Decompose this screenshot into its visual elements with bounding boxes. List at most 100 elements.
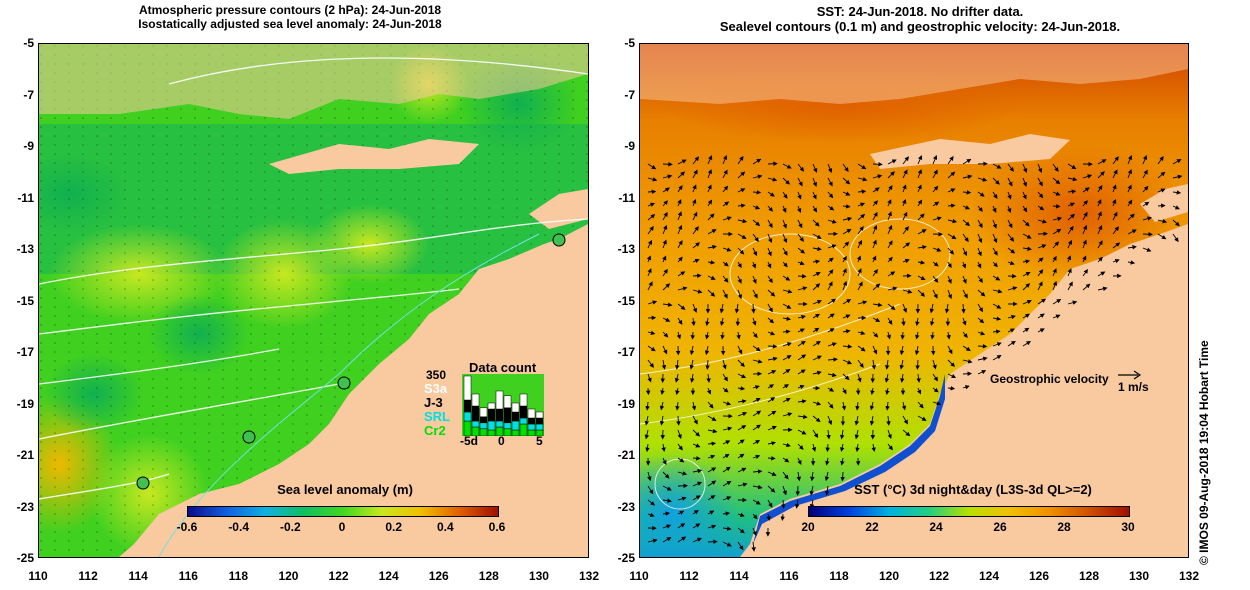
velocity-arrow [707, 155, 713, 165]
velocity-arrow [902, 303, 907, 313]
data-count-bar-segment [495, 390, 504, 410]
velocity-arrow [752, 359, 763, 364]
velocity-arrow [887, 429, 892, 440]
velocity-arrow [752, 385, 760, 390]
velocity-arrow [1097, 286, 1108, 291]
velocity-arrow [947, 171, 956, 179]
sea-level-anomaly-map[interactable]: Data count 350 S3a J-3 SRL Cr2 -5d 0 5 Sea le… [38, 43, 589, 558]
velocity-arrow [1067, 281, 1073, 291]
velocity-arrow [737, 467, 747, 473]
velocity-arrow [812, 401, 822, 406]
velocity-arrow [1007, 286, 1018, 291]
velocity-arrow [722, 480, 732, 487]
velocity-arrow [902, 169, 908, 179]
velocity-arrow [917, 229, 927, 235]
velocity-arrow [707, 510, 715, 515]
velocity-arrow [857, 300, 868, 305]
sla-colorbar: Sea level anomaly (m) -0.6 -0.4 -0.2 0 0.2 0.… [177, 482, 506, 542]
velocity-arrow [647, 499, 655, 506]
velocity-arrow [737, 203, 746, 208]
velocity-arrow [902, 184, 907, 193]
velocity-legend-arrow-icon [1118, 370, 1142, 380]
velocity-arrow [662, 498, 672, 503]
velocity-arrow [932, 359, 937, 370]
data-count-bar-segment [511, 420, 520, 431]
velocity-arrow [707, 229, 717, 235]
velocity-arrow [992, 342, 1002, 347]
data-count-bar-segment [527, 408, 536, 419]
velocity-arrow [722, 201, 730, 207]
velocity-arrow [737, 541, 744, 551]
velocity-arrow [691, 317, 696, 327]
velocity-arrow [752, 158, 762, 165]
velocity-arrow [662, 162, 673, 167]
velocity-arrow [886, 415, 891, 426]
velocity-arrow [944, 303, 950, 314]
velocity-arrow [842, 204, 851, 209]
velocity-arrow [1022, 299, 1032, 305]
velocity-arrow [782, 485, 787, 496]
sst-map[interactable]: Geostrophic velocity 1 m/s SST (°C) 3d n… [639, 43, 1189, 558]
velocity-arrow [947, 386, 956, 391]
velocity-arrow [692, 156, 700, 165]
velocity-arrow [827, 219, 837, 224]
colorbar-tick-label: 0 [338, 520, 346, 534]
colorbar-tick-label: 26 [993, 520, 1007, 534]
velocity-arrow [1082, 211, 1088, 221]
velocity-arrow [1082, 283, 1091, 291]
velocity-arrow [1066, 255, 1072, 263]
velocity-arrow [917, 260, 926, 265]
velocity-arrow [962, 371, 972, 376]
velocity-legend-label: Geostrophic velocity [990, 372, 1109, 386]
velocity-arrow [707, 524, 717, 529]
data-count-bar-segment [471, 420, 480, 428]
velocity-arrow [915, 359, 920, 370]
velocity-arrow [902, 415, 908, 425]
velocity-arrow [899, 359, 904, 370]
velocity-arrow [887, 185, 893, 193]
velocity-arrow [752, 397, 761, 403]
velocity-arrow [1037, 269, 1044, 277]
velocity-arrow [782, 442, 791, 448]
velocity-arrow [827, 177, 833, 187]
velocity-arrow [961, 303, 966, 314]
velocity-arrow [796, 471, 802, 482]
velocity-arrow [662, 345, 668, 355]
velocity-arrow [812, 355, 822, 361]
velocity-arrow [645, 443, 650, 453]
velocity-arrow [797, 429, 807, 435]
velocity-arrow [692, 468, 703, 474]
velocity-arrow [932, 247, 942, 252]
left-title-line2: Isostatically adjusted sea level anomaly… [138, 17, 442, 31]
velocity-arrow [839, 429, 845, 440]
velocity-arrow [737, 289, 743, 300]
velocity-arrow [854, 429, 860, 440]
velocity-arrow [1022, 313, 1030, 319]
velocity-arrow [1037, 257, 1044, 263]
colorbar-tick-label: -0.4 [228, 520, 249, 534]
velocity-arrow [676, 331, 682, 340]
velocity-arrow [692, 303, 698, 313]
velocity-arrow [722, 466, 731, 473]
velocity-arrow [692, 226, 699, 235]
velocity-arrow [1097, 224, 1103, 235]
velocity-arrow [827, 415, 833, 426]
velocity-arrow [1097, 199, 1102, 207]
velocity-arrow [1007, 191, 1012, 200]
velocity-arrow [677, 199, 682, 207]
data-count-bar-segment [527, 423, 536, 431]
data-count-bar-segment [495, 420, 504, 428]
velocity-arrow [916, 373, 921, 383]
velocity-arrow [782, 457, 790, 463]
x-tick-label: 120 [878, 569, 900, 583]
velocity-arrow [751, 541, 756, 552]
velocity-arrow [1097, 256, 1103, 263]
velocity-arrow [872, 224, 878, 235]
velocity-arrow [857, 177, 868, 182]
right-title-line1: SST: 24-Jun-2018. No drifter data. [816, 4, 1024, 19]
velocity-arrow [707, 260, 716, 265]
y-tick-label: -17 [617, 345, 635, 359]
velocity-arrow [797, 414, 808, 419]
velocity-arrow [767, 410, 777, 417]
velocity-arrow [872, 255, 877, 263]
